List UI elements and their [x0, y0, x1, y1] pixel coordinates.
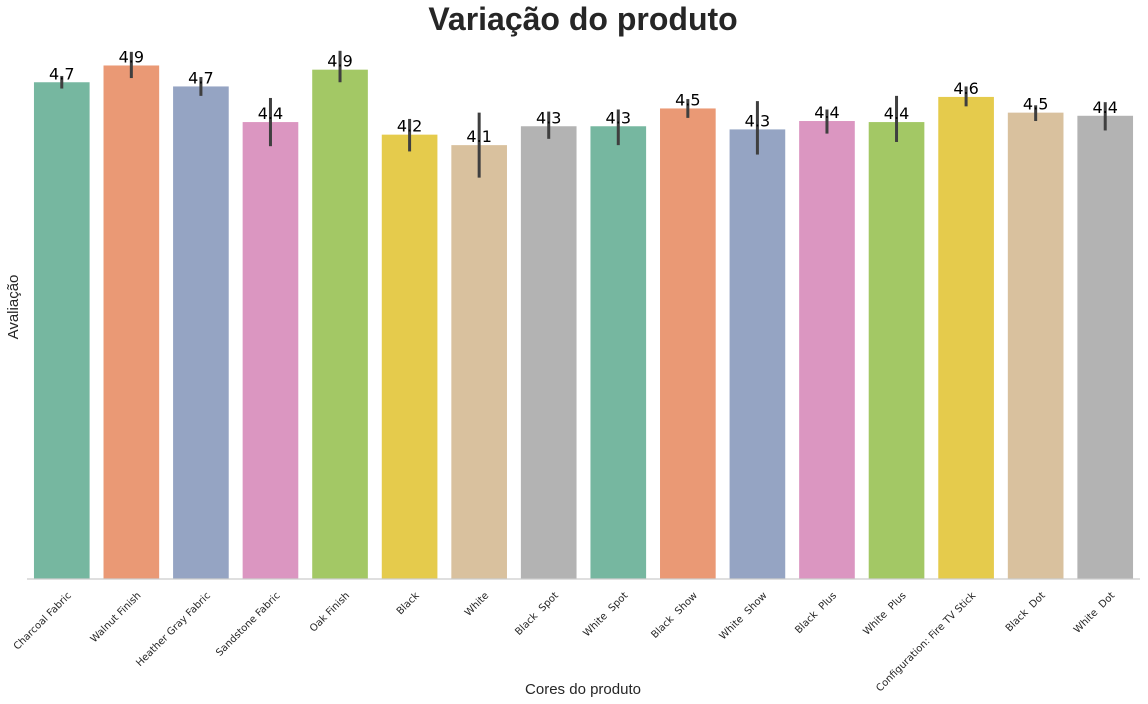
- data-label: 4.4: [258, 104, 283, 123]
- bar: [451, 145, 507, 579]
- bar: [312, 69, 368, 580]
- bar: [590, 126, 647, 579]
- x-tick-label: Black Dot: [1004, 590, 1048, 634]
- bar: [868, 122, 925, 579]
- bar: [1007, 112, 1064, 579]
- data-label: 4.7: [49, 64, 74, 83]
- error-bars-layer: [60, 50, 1107, 178]
- bar: [381, 134, 438, 579]
- bar: [242, 122, 299, 579]
- x-tick-label: Charcoal Fabric: [12, 590, 74, 652]
- x-tick-label: White Show: [718, 590, 770, 642]
- data-label: 4.5: [675, 90, 700, 109]
- x-tick-label: Oak Finish: [308, 590, 352, 634]
- bar: [33, 82, 90, 579]
- data-label: 4.3: [606, 108, 631, 127]
- x-tick-label: Heather Gray Fabric: [134, 590, 213, 669]
- bar: [938, 96, 994, 580]
- data-label: 4.6: [953, 79, 978, 98]
- bar: [799, 121, 855, 580]
- x-axis-label: Cores do produto: [525, 681, 641, 698]
- bar: [660, 108, 716, 579]
- data-label: 4.4: [884, 104, 909, 123]
- data-label: 4.7: [188, 68, 213, 87]
- x-tick-label: Walnut Finish: [89, 590, 144, 645]
- y-axis-label: Avaliação: [5, 275, 22, 340]
- x-tick-label: Black Show: [649, 590, 699, 640]
- bars-layer: [33, 65, 1134, 580]
- data-label: 4.9: [327, 52, 352, 71]
- data-label: 4.1: [466, 127, 491, 146]
- x-tick-label: Black Spot: [513, 590, 561, 638]
- bar: [729, 129, 786, 579]
- x-tick-label: White Dot: [1072, 590, 1117, 635]
- data-labels-layer: 4.7 4.9 4.7 4.4 4.9 4.2 4.1 4.3 4.3 4.5 4.3 4.4 4.4 4…: [49, 47, 1118, 146]
- data-label: 4.2: [397, 117, 422, 136]
- chart-title: Variação do produto: [428, 1, 737, 37]
- x-tick-label: White Spot: [581, 590, 630, 639]
- bar: [1077, 115, 1134, 579]
- x-tick-label: White Plus: [861, 590, 908, 637]
- data-label: 4.3: [745, 111, 770, 130]
- data-label: 4.9: [119, 47, 144, 66]
- x-tick-label: White: [463, 590, 491, 618]
- data-label: 4.4: [814, 103, 839, 122]
- data-label: 4.3: [536, 108, 561, 127]
- bar: [103, 65, 160, 580]
- x-tick-label: Black Plus: [793, 590, 839, 636]
- x-tick-label: Sandstone Fabric: [214, 590, 282, 658]
- bar: [520, 126, 577, 579]
- data-label: 4.5: [1023, 95, 1048, 114]
- bar: [173, 86, 229, 579]
- x-tick-label: Black: [395, 590, 422, 617]
- data-label: 4.4: [1092, 98, 1117, 117]
